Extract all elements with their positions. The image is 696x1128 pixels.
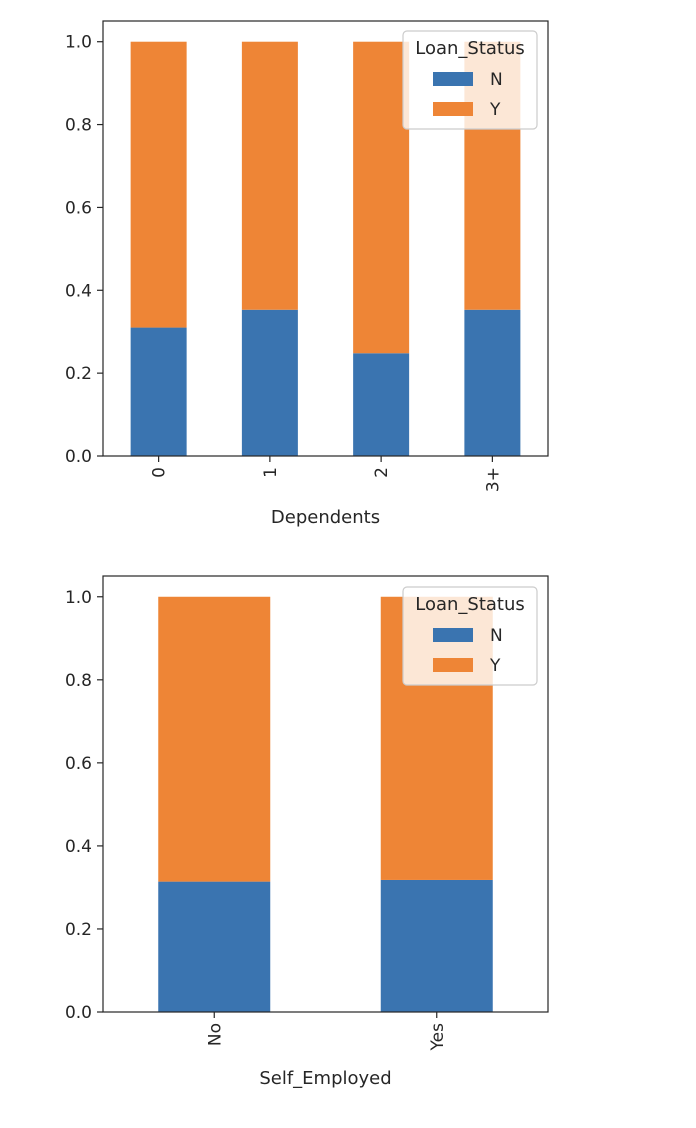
bar-y-no [158, 596, 271, 882]
y-tick-label: 0.6 [65, 198, 92, 218]
chart-self-employed: 0.0 0.2 0.4 0.6 0.8 1.0 No Yes Self_Employed Loan… [65, 575, 549, 1089]
x-tick-label: 0 [150, 467, 170, 478]
legend-title: Loan_Status [415, 594, 525, 615]
plot-frame [102, 20, 549, 457]
bar-n-no [158, 881, 271, 1012]
y-tick-label: 1.0 [65, 588, 92, 608]
legend-title: Loan_Status [415, 38, 525, 59]
legend-swatch-n [433, 628, 473, 642]
legend-swatch-n [433, 72, 473, 86]
legend: Loan_Status NY [402, 586, 538, 686]
y-tick-label: 0.6 [65, 754, 92, 774]
legend-swatch-y [433, 102, 473, 116]
y-tick-label: 0.4 [65, 281, 92, 301]
legend-swatch-y [433, 658, 473, 672]
chart-dependents: 0.0 0.2 0.4 0.6 0.8 1.0 0 1 2 3+ Dependents Loan_St… [65, 20, 549, 528]
legend-label-y: Y [489, 656, 501, 676]
x-axis-title: Self_Employed [259, 1068, 391, 1089]
plot-frame [102, 575, 549, 1013]
y-tick-label: 1.0 [65, 33, 92, 53]
x-tick-label: 3+ [483, 467, 503, 492]
y-tick-label: 0.0 [65, 447, 92, 467]
x-tick-label: Yes [428, 1023, 448, 1052]
legend-label-n: N [490, 70, 503, 90]
bar-y-1 [241, 41, 298, 310]
x-axis-title: Dependents [271, 507, 380, 528]
legend-label-n: N [490, 626, 503, 646]
y-tick-label: 0.2 [65, 920, 92, 940]
bar-n-3p [464, 309, 521, 456]
bar-y-0 [130, 41, 187, 328]
y-tick-label: 0.0 [65, 1003, 92, 1023]
y-tick-label: 0.8 [65, 116, 92, 136]
legend: Loan_Status NY [402, 30, 538, 130]
bar-n-yes [380, 879, 493, 1012]
x-tick-label: No [205, 1023, 225, 1046]
x-tick-label: 1 [261, 467, 281, 478]
legend-label-y: Y [489, 100, 501, 120]
y-tick-label: 0.4 [65, 837, 92, 857]
y-tick-label: 0.8 [65, 671, 92, 691]
bar-y-2 [353, 41, 410, 354]
bar-n-2 [353, 353, 410, 456]
y-tick-label: 0.2 [65, 364, 92, 384]
bar-n-1 [241, 309, 298, 456]
x-tick-label: 2 [372, 467, 392, 478]
bar-n-0 [130, 327, 187, 456]
